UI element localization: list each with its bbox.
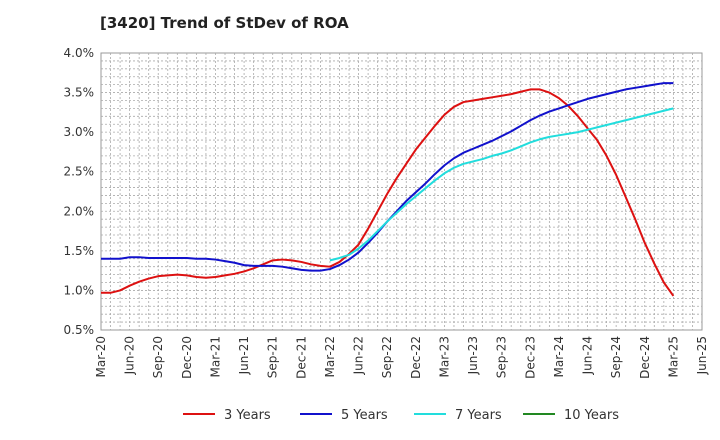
x-tick-label: Sep-24 [609,336,623,378]
legend-label: 10 Years [564,408,619,423]
x-tick-label: Jun-20 [123,336,137,375]
x-tick-label: Jun-23 [466,336,480,375]
x-tick-label: Sep-23 [495,336,509,378]
legend-label: 5 Years [341,408,388,423]
x-tick-label: Mar-21 [208,336,222,377]
x-tick-label: Jun-24 [581,336,595,375]
x-tick-label: Mar-22 [323,336,337,377]
x-tick-label: Dec-21 [294,336,308,379]
x-axis-tick-labels: Mar-20 Jun-20 Sep-20 Dec-20 Mar-21 Jun-21 Sep-… [94,336,709,379]
x-tick-label: Dec-22 [409,336,423,379]
y-tick-label: 3.0% [64,125,95,139]
x-tick-label: Mar-20 [94,336,108,377]
x-tick-label: Mar-23 [437,336,451,377]
legend-label: 3 Years [224,408,271,423]
legend-label: 7 Years [455,408,502,423]
y-tick-label: 3.5% [64,86,95,100]
x-tick-label: Mar-24 [552,336,566,377]
x-tick-label: Dec-23 [523,336,537,379]
series-line-7-years [329,107,674,262]
x-tick-label: Dec-20 [180,336,194,379]
x-tick-label: Jun-25 [695,336,709,375]
chart-title: [3420] Trend of StDev of ROA [100,14,349,32]
legend: 3 Years 5 Years 7 Years 10 Years [183,408,619,423]
series-lines [101,82,675,297]
y-tick-label: 0.5% [64,323,95,337]
y-tick-label: 4.0% [64,46,95,60]
y-tick-label: 2.0% [64,204,95,218]
series-line-3-years [101,88,675,297]
y-axis-tick-labels: 0.5% 1.0% 1.5% 2.0% 2.5% 3.0% 3.5% 4.0% [64,46,95,337]
x-tick-label: Sep-21 [266,336,280,378]
y-tick-label: 1.0% [64,283,95,297]
x-tick-label: Sep-22 [380,336,394,378]
x-tick-label: Sep-20 [151,336,165,378]
plot-area [100,52,703,331]
x-tick-label: Dec-24 [638,336,652,379]
y-tick-label: 2.5% [64,165,95,179]
x-tick-label: Jun-22 [352,336,366,375]
y-tick-label: 1.5% [64,244,95,258]
x-tick-label: Jun-21 [237,336,251,375]
x-tick-label: Mar-25 [666,336,680,377]
